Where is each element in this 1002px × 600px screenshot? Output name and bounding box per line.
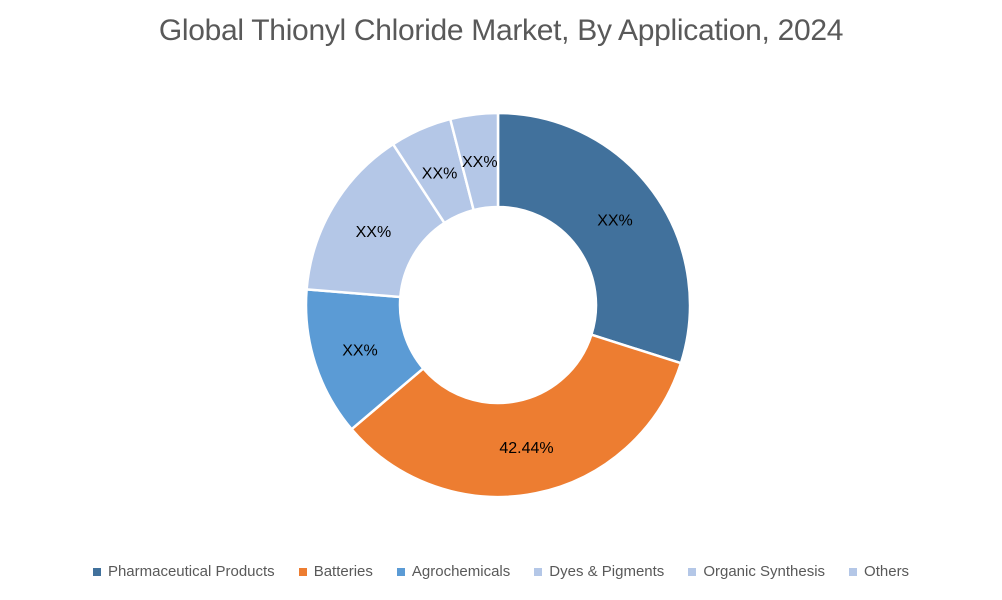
legend-item-others: Others <box>849 563 909 580</box>
legend-swatch-icon <box>396 567 405 576</box>
legend-item-dyes-and-pigments: Dyes & Pigments <box>534 563 664 580</box>
slice-others <box>449 111 500 212</box>
legend-swatch-icon <box>92 567 101 576</box>
legend: Pharmaceutical Products Batteries Agrochem… <box>0 563 1002 580</box>
legend-label: Pharmaceutical Products <box>107 563 275 580</box>
slice-label-others: XX% <box>462 154 498 171</box>
legend-swatch-icon <box>534 567 543 576</box>
slice-label-dyes-and-pigments: XX% <box>356 224 392 241</box>
slice-label-pharmaceutical-products: XX% <box>597 212 633 229</box>
legend-label: Others <box>864 563 910 580</box>
slice-batteries <box>350 333 683 499</box>
legend-item-batteries: Batteries <box>298 563 373 580</box>
legend-swatch-icon <box>298 567 307 576</box>
legend-label: Batteries <box>313 563 373 580</box>
slice-pharmaceutical-products <box>496 111 692 365</box>
legend-label: Organic Synthesis <box>703 563 826 580</box>
slice-label-organic-synthesis: XX% <box>422 165 458 182</box>
slice-label-agrochemicals: XX% <box>342 342 378 359</box>
legend-item-organic-synthesis: Organic Synthesis <box>688 563 825 580</box>
legend-item-agrochemicals: Agrochemicals <box>396 563 511 580</box>
slice-dyes-and-pigments <box>305 142 446 299</box>
legend-item-pharmaceutical-products: Pharmaceutical Products <box>92 563 275 580</box>
legend-swatch-icon <box>688 567 697 576</box>
legend-label: Agrochemicals <box>411 563 511 580</box>
legend-swatch-icon <box>849 567 858 576</box>
page-title: Global Thionyl Chloride Market, By Appli… <box>158 14 844 47</box>
slice-label-batteries: 42.44% <box>499 440 553 457</box>
legend-label: Dyes & Pigments <box>549 563 665 580</box>
